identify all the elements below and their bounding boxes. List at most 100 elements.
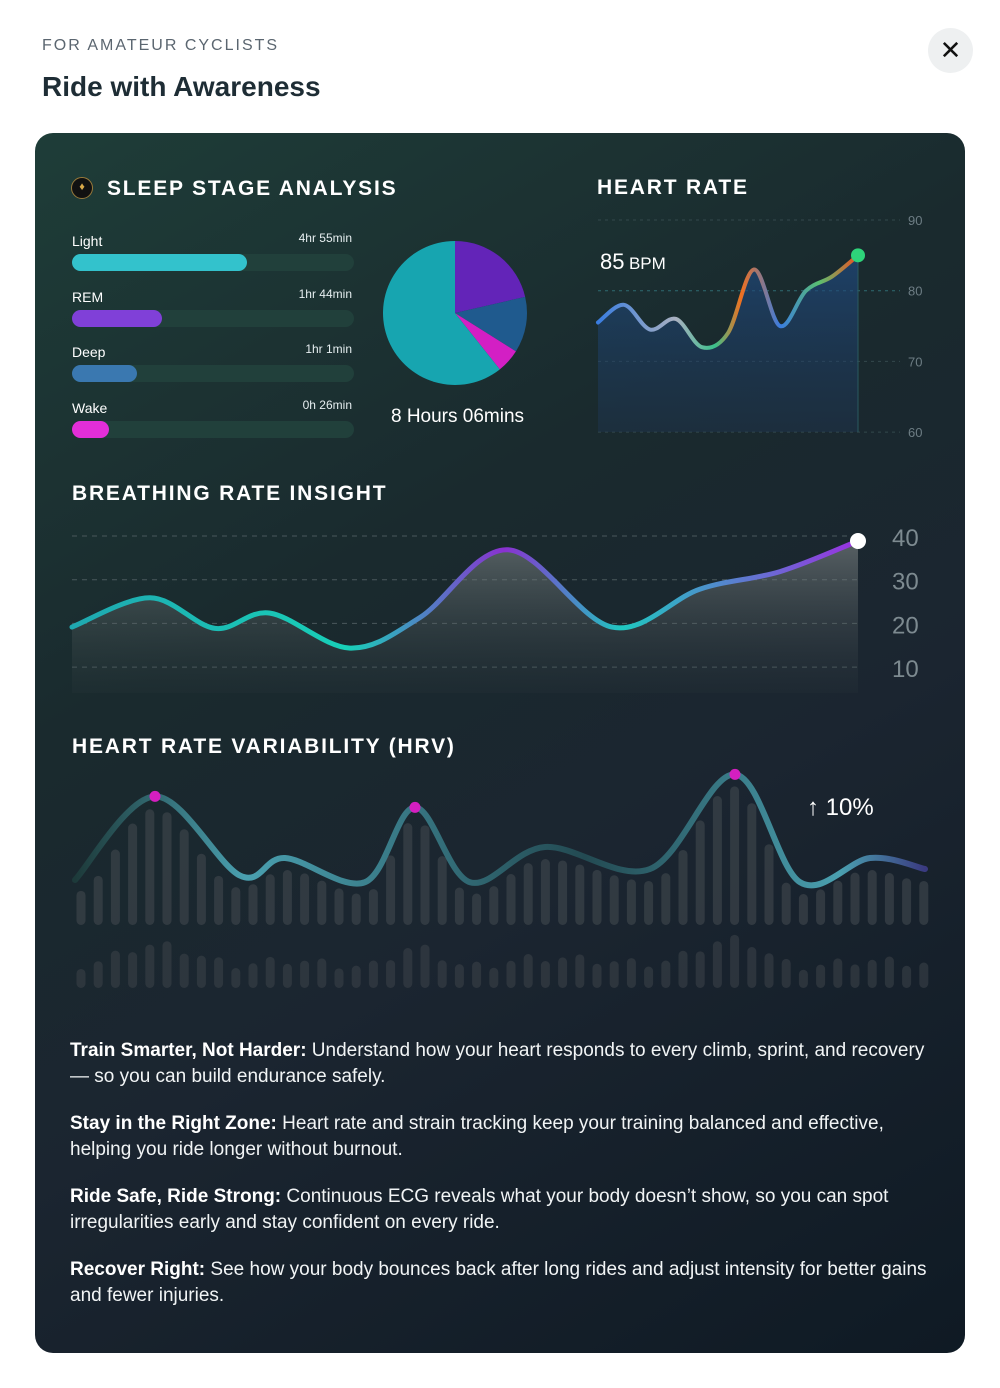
hrv-bar-lower <box>695 951 705 988</box>
hrv-bar-lower <box>575 954 585 988</box>
hrv-bar-lower <box>282 963 292 988</box>
hrv-bar-lower <box>489 967 499 988</box>
hrv-bar <box>317 880 327 925</box>
hrv-bar-lower <box>334 968 344 988</box>
hrv-bar <box>902 878 912 925</box>
hrv-bar-lower <box>317 958 327 988</box>
stage-bar <box>72 309 354 327</box>
hrv-bar-lower <box>196 955 206 988</box>
sleep-pie-chart <box>383 241 527 385</box>
stage-label: Light <box>72 233 103 249</box>
hrv-bar-lower <box>300 960 310 988</box>
heart-rate-area <box>598 255 858 432</box>
y-tick-label: 30 <box>892 569 919 596</box>
hrv-bar-lower <box>523 954 533 988</box>
hrv-bar <box>214 875 224 925</box>
hrv-bar-lower <box>506 960 516 988</box>
hrv-bar-lower <box>558 957 568 988</box>
heart-rate-value: 85 <box>600 249 625 274</box>
hrv-bar-lower <box>76 968 86 988</box>
stage-duration: 0h 26min <box>302 397 352 412</box>
hrv-bar-lower <box>420 944 430 988</box>
hrv-bar-lower <box>231 968 241 988</box>
y-tick-label: 90 <box>908 213 922 228</box>
hrv-bar-lower <box>730 934 740 988</box>
close-button[interactable]: ✕ <box>928 28 973 73</box>
hrv-bar <box>110 849 120 925</box>
hrv-bar <box>145 809 155 925</box>
hrv-bar <box>368 889 378 925</box>
hrv-bar-lower <box>368 960 378 988</box>
benefit-paragraph: Recover Right: See how your body bounces… <box>70 1257 930 1309</box>
hrv-bar <box>523 863 533 925</box>
y-tick-label: 10 <box>892 656 919 683</box>
charts-layer: 90 80 70 60 40 30 20 10 <box>69 213 929 988</box>
hrv-bar-lower <box>540 961 550 988</box>
hrv-bar-lower <box>609 961 619 988</box>
hrv-bar-lower <box>747 947 757 988</box>
hrv-line <box>72 771 928 889</box>
pie-slice-rem <box>455 241 526 313</box>
y-tick-label: 40 <box>892 525 919 552</box>
hrv-bar <box>558 860 568 925</box>
hrv-bar-lower <box>265 956 275 988</box>
hrv-bar-lower <box>214 957 224 988</box>
hrv-bar <box>248 884 258 925</box>
arrow-up-icon: ↑ <box>807 794 819 821</box>
hrv-peak-point <box>729 768 741 780</box>
hrv-peak-point <box>409 801 421 813</box>
stage-bar-fill <box>72 309 163 327</box>
hrv-bar <box>833 880 843 925</box>
hrv-bar <box>334 888 344 925</box>
hrv-bar <box>386 855 396 925</box>
stage-duration: 1hr 1min <box>305 342 352 356</box>
sleep-total: 8 Hours 06mins <box>390 406 525 427</box>
hrv-bar-lower <box>179 953 189 988</box>
hrv-bar <box>626 879 636 925</box>
hrv-bar-lower <box>110 950 120 988</box>
hrv-bar-lower <box>145 944 155 988</box>
hrv-bar <box>644 880 654 925</box>
hrv-bar-lower <box>919 962 929 988</box>
hrv-bar <box>231 887 241 925</box>
hrv-bar-lower <box>884 956 894 988</box>
hrv-bar-lower <box>248 963 258 988</box>
hrv-bar <box>575 864 585 925</box>
hrv-bar <box>506 874 516 925</box>
hrv-bar <box>420 825 430 925</box>
benefit-text: Heart rate and strain tracking keep your… <box>70 1113 884 1160</box>
stage-label: Wake <box>72 399 108 416</box>
hrv-bar-lower <box>472 961 482 988</box>
hrv-bar <box>747 803 757 925</box>
stage-label: Deep <box>72 344 106 360</box>
hrv-bar-lower <box>386 960 396 988</box>
stage-bar-fill <box>72 365 137 382</box>
hrv-bar-lower <box>816 964 826 988</box>
stage-bar <box>72 365 354 382</box>
hrv-bar-lower <box>661 960 671 988</box>
hrv-bar-lower <box>644 966 654 988</box>
close-icon: ✕ <box>939 35 962 65</box>
eyebrow: FOR AMATEUR CYCLISTS <box>42 37 280 54</box>
hrv-bar-lower <box>454 964 464 988</box>
hrv-peak-point <box>149 790 161 802</box>
hrv-bar-lower <box>833 958 843 988</box>
hrv-bar <box>437 856 447 925</box>
breathing-current-point <box>850 533 866 549</box>
heart-rate-readout: 85 BPM <box>600 249 666 275</box>
pie-slice-light <box>383 241 500 385</box>
heart-rate-title: HEART RATE <box>597 176 749 199</box>
hrv-bar <box>540 859 550 925</box>
y-tick-label: 60 <box>908 425 922 440</box>
hrv-bar-lower <box>678 950 688 988</box>
hrv-bar <box>300 873 310 925</box>
stage-label: REM <box>72 288 104 305</box>
hrv-bar <box>265 874 275 925</box>
y-tick-label: 70 <box>908 354 922 369</box>
benefit-text: See how your body bounces back after lon… <box>70 1259 927 1306</box>
hrv-bar-lower <box>781 958 791 988</box>
benefit-paragraph: Train Smarter, Not Harder: Understand ho… <box>70 1038 930 1090</box>
hrv-bar-lower <box>902 965 912 988</box>
hrv-bar <box>867 870 877 925</box>
hrv-bar-lower <box>764 953 774 988</box>
